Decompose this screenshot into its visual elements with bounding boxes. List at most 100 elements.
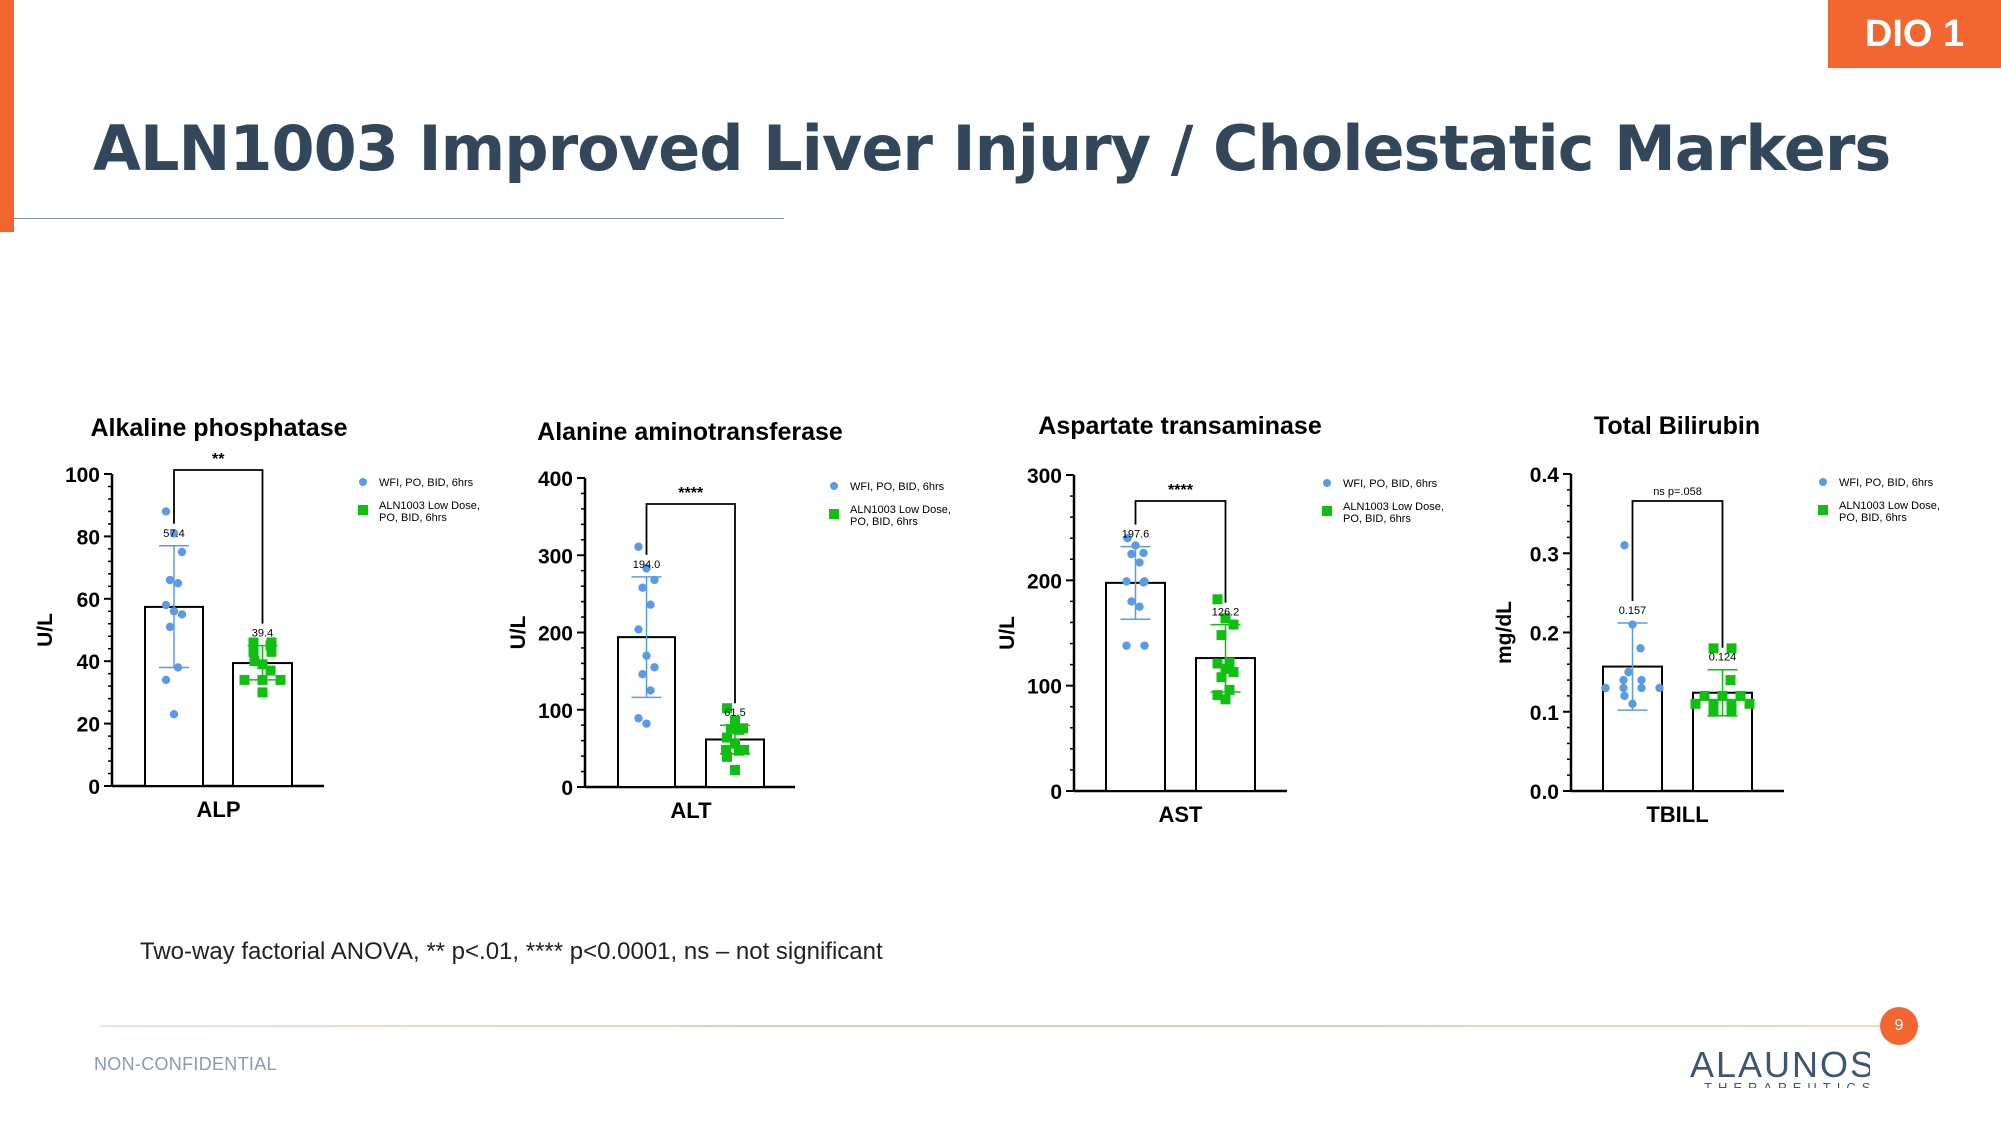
data-point xyxy=(1726,643,1737,654)
y-tick-label: 0 xyxy=(88,776,100,799)
data-point xyxy=(1224,684,1235,695)
company-logo: ALAUNOS THERAPEUTICS xyxy=(1690,1046,1870,1088)
data-point xyxy=(1140,641,1149,650)
data-point xyxy=(1122,577,1131,586)
classification-label: NON-CONFIDENTIAL xyxy=(94,1054,277,1074)
mean-label: 126.2 xyxy=(1212,607,1240,619)
data-point xyxy=(257,674,268,685)
data-point xyxy=(177,610,187,619)
logo-wordmark: ALAUNOS xyxy=(1690,1046,1870,1085)
data-point xyxy=(1127,549,1136,559)
data-point xyxy=(722,732,732,743)
y-tick-label: 300 xyxy=(538,545,573,568)
mean-label: 194.0 xyxy=(633,559,661,571)
legend-label: ALN1003 Low Dose, PO, BID, 6hrs xyxy=(1343,501,1444,525)
y-tick-label: 200 xyxy=(538,623,573,646)
data-point xyxy=(1725,675,1736,686)
data-point xyxy=(161,675,171,685)
data-point xyxy=(1690,698,1701,709)
data-point xyxy=(734,724,744,735)
data-point xyxy=(248,646,259,657)
slide-badge: DIO 1 xyxy=(1828,0,2001,68)
data-point xyxy=(1619,683,1628,693)
legend-label: ALN1003 Low Dose, PO, BID, 6hrs xyxy=(850,504,951,528)
legend-marker xyxy=(829,509,839,519)
data-point xyxy=(1628,620,1637,629)
data-point xyxy=(638,670,647,679)
data-point xyxy=(730,765,740,776)
footer-divider xyxy=(100,1025,1920,1027)
significance-label: ns p=.058 xyxy=(1653,486,1702,498)
y-tick-label: 0.4 xyxy=(1530,464,1560,487)
data-point xyxy=(239,674,250,685)
mean-label: 0.157 xyxy=(1619,605,1647,617)
data-point xyxy=(1139,578,1148,587)
data-point xyxy=(1216,672,1227,683)
legend-marker xyxy=(359,478,367,486)
mean-label: 61.5 xyxy=(724,707,745,719)
data-point xyxy=(1735,690,1746,701)
data-point xyxy=(1135,558,1144,567)
data-point xyxy=(169,529,179,538)
data-point xyxy=(248,637,259,648)
data-point xyxy=(169,710,179,719)
legend-label: WFI, PO, BID, 6hrs xyxy=(1839,477,1934,489)
mean-label: 57.4 xyxy=(163,528,184,540)
data-point xyxy=(1220,613,1231,624)
data-point xyxy=(1131,541,1140,550)
data-point xyxy=(1122,641,1131,650)
data-point xyxy=(173,663,183,672)
y-tick-label: 40 xyxy=(77,651,100,674)
data-point xyxy=(1699,690,1710,701)
data-point xyxy=(726,724,736,735)
data-point xyxy=(161,507,171,516)
chart-title: Total Bilirubin xyxy=(1594,412,1760,440)
chart-title: Alkaline phosphatase xyxy=(90,414,347,442)
legend-label: ALN1003 Low Dose, PO, BID, 6hrs xyxy=(1839,500,1940,524)
data-point xyxy=(722,751,732,762)
y-tick-label: 20 xyxy=(77,714,100,737)
data-point xyxy=(161,600,171,610)
data-point xyxy=(275,674,286,685)
data-point xyxy=(650,575,659,585)
legend-marker xyxy=(1818,505,1828,515)
data-point xyxy=(1220,663,1231,674)
data-point xyxy=(634,542,643,551)
mean-label: 39.4 xyxy=(252,628,273,640)
data-point xyxy=(1744,698,1755,709)
significance-label: ** xyxy=(212,451,225,468)
y-tick-label: 200 xyxy=(1027,570,1062,593)
y-tick-label: 400 xyxy=(538,468,573,491)
legend-label: WFI, PO, BID, 6hrs xyxy=(850,481,945,493)
data-point xyxy=(1212,594,1223,605)
data-point xyxy=(1655,683,1664,693)
data-point xyxy=(1717,690,1728,701)
page-number: 9 xyxy=(1880,1007,1918,1045)
legend-label: WFI, PO, BID, 6hrs xyxy=(379,477,474,489)
y-axis-label: U/L xyxy=(507,615,530,649)
y-tick-label: 100 xyxy=(1027,676,1062,699)
data-point xyxy=(1228,619,1239,630)
data-point xyxy=(1620,691,1629,701)
data-point xyxy=(173,579,183,588)
title-divider xyxy=(14,218,784,219)
data-point xyxy=(1212,690,1223,701)
data-point xyxy=(646,686,655,695)
legend-marker xyxy=(830,482,838,490)
data-point xyxy=(1224,657,1235,668)
legend-marker xyxy=(1819,478,1827,486)
data-point xyxy=(169,607,179,616)
data-point xyxy=(1228,666,1239,677)
chart-title: Alanine aminotransferase xyxy=(537,418,843,446)
y-tick-label: 300 xyxy=(1027,465,1062,488)
data-point xyxy=(730,715,740,726)
data-point xyxy=(1637,683,1646,693)
y-tick-label: 0.3 xyxy=(1530,543,1559,566)
data-point xyxy=(642,651,651,660)
data-point xyxy=(1139,548,1148,558)
significance-bracket xyxy=(645,503,736,704)
data-point xyxy=(1708,643,1719,654)
data-point xyxy=(642,564,651,573)
y-tick-label: 0 xyxy=(561,777,573,800)
